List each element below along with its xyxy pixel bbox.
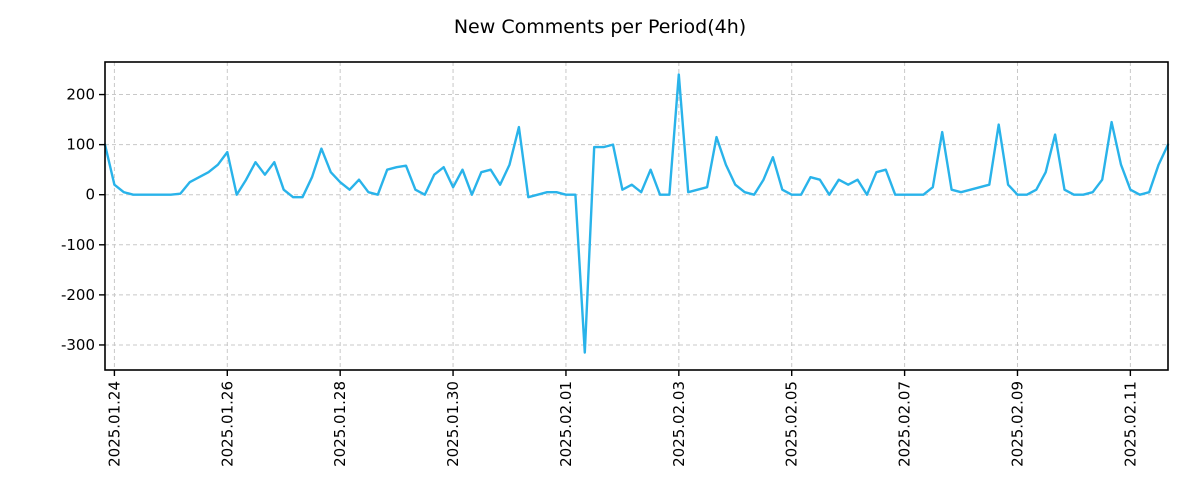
x-tick-label: 2025.01.24 bbox=[105, 381, 123, 467]
chart-title: New Comments per Period(4h) bbox=[453, 16, 747, 38]
x-tick-label: 2025.02.03 bbox=[670, 381, 688, 467]
y-tick-label: -300 bbox=[61, 336, 95, 354]
x-tick-label: 2025.02.07 bbox=[896, 381, 914, 467]
x-tick-label: 2025.02.11 bbox=[1121, 381, 1139, 467]
x-tick-label: 2025.01.28 bbox=[331, 381, 349, 467]
y-tick-label: -100 bbox=[61, 236, 95, 254]
x-tick-label: 2025.02.05 bbox=[783, 381, 801, 467]
x-tick-label: 2025.01.30 bbox=[444, 381, 462, 467]
x-tick-label: 2025.02.09 bbox=[1008, 381, 1026, 467]
x-tick-label: 2025.01.26 bbox=[218, 381, 236, 467]
y-tick-label: 200 bbox=[66, 86, 95, 104]
x-tick-label: 2025.02.01 bbox=[557, 381, 575, 467]
y-tick-label: 100 bbox=[66, 136, 95, 154]
plot-border bbox=[104, 61, 1169, 371]
data-line-series bbox=[103, 73, 1170, 354]
y-tick-label: 0 bbox=[85, 186, 95, 204]
y-tick-label: -200 bbox=[61, 286, 95, 304]
